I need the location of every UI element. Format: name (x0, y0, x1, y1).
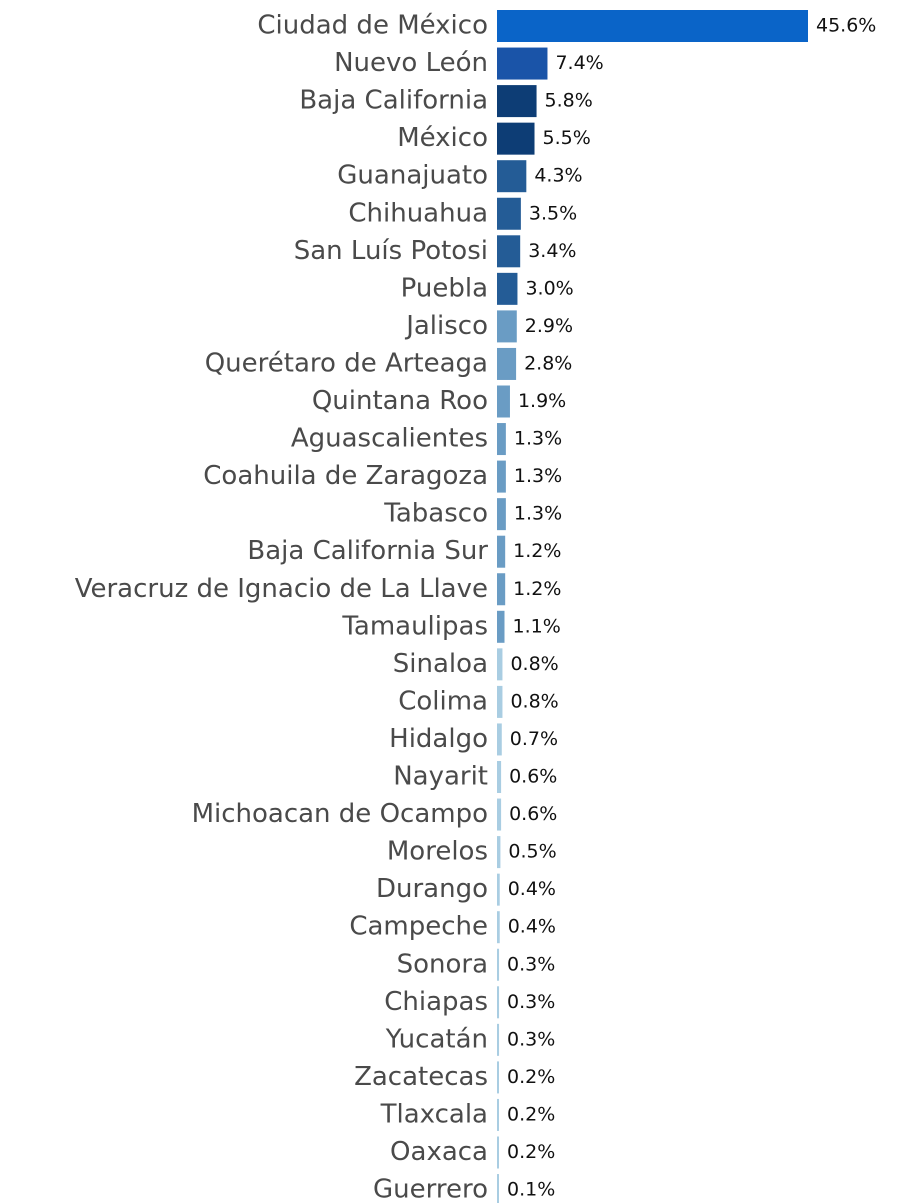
value-label: 1.3% (514, 503, 562, 525)
category-label: Chihuahua (348, 198, 488, 228)
value-label: 0.4% (508, 916, 556, 938)
category-label: Baja California (299, 86, 488, 116)
bar (497, 1174, 499, 1203)
value-label: 1.2% (513, 578, 561, 600)
bar (497, 347, 517, 380)
value-label: 1.9% (518, 390, 566, 412)
category-label: Quintana Roo (312, 386, 488, 416)
bar (497, 235, 521, 268)
value-label: 3.4% (528, 240, 576, 262)
category-label: Coahuila de Zaragoza (203, 461, 488, 491)
category-label: Yucatán (385, 1024, 488, 1054)
value-label: 0.3% (507, 1028, 555, 1050)
value-label: 0.3% (507, 991, 555, 1013)
bar (497, 911, 500, 944)
value-label: 2.8% (524, 352, 572, 374)
bar (497, 385, 510, 418)
category-label: Querétaro de Arteaga (205, 348, 488, 378)
bar (497, 1061, 499, 1094)
bar (497, 761, 502, 793)
category-label: Nayarit (393, 762, 488, 792)
value-label: 1.3% (514, 465, 562, 487)
value-label: 0.6% (509, 766, 557, 788)
bar (497, 948, 500, 981)
bar (497, 836, 501, 869)
value-label: 0.8% (510, 690, 558, 712)
bar (497, 460, 506, 493)
category-label: Tlaxcala (380, 1099, 488, 1129)
category-label: Zacatecas (354, 1062, 488, 1092)
value-label: 5.8% (545, 90, 593, 112)
category-label: Nuevo León (334, 48, 488, 78)
bar (497, 423, 506, 456)
value-label: 1.2% (513, 540, 561, 562)
bar (497, 1136, 499, 1169)
category-label: Baja California Sur (247, 536, 488, 566)
category-label: Tamaulipas (341, 611, 488, 641)
bar (497, 535, 506, 568)
value-label: 0.5% (508, 841, 556, 863)
bar (497, 85, 537, 118)
value-label: 0.8% (510, 653, 558, 675)
value-label: 0.2% (507, 1103, 555, 1125)
bar (497, 1023, 500, 1056)
category-label: Puebla (401, 273, 488, 303)
bar (497, 648, 503, 681)
value-label: 0.2% (507, 1141, 555, 1163)
category-label: Guanajuato (337, 161, 488, 191)
bar (497, 573, 506, 606)
bar (497, 723, 502, 756)
category-label: México (397, 123, 488, 153)
bar (497, 122, 535, 155)
category-label: Chiapas (384, 987, 488, 1017)
bar (497, 272, 518, 305)
category-label: Tabasco (383, 499, 488, 529)
category-label: Hidalgo (389, 724, 488, 754)
bar (497, 873, 500, 906)
value-label: 4.3% (534, 165, 582, 187)
value-label: 2.9% (525, 315, 573, 337)
bar (497, 1098, 499, 1131)
bar (497, 685, 503, 718)
value-label: 0.6% (509, 803, 557, 825)
bar (497, 310, 517, 343)
category-label: Durango (376, 874, 488, 904)
bar (497, 47, 548, 80)
value-label: 5.5% (543, 127, 591, 149)
bar (497, 10, 808, 42)
value-label: 1.1% (513, 615, 561, 637)
bar (497, 197, 521, 230)
category-label: Aguascalientes (291, 424, 488, 454)
value-label: 0.1% (507, 1179, 555, 1201)
bar (497, 498, 506, 531)
value-label: 1.3% (514, 428, 562, 450)
category-label: Oaxaca (390, 1137, 488, 1167)
category-label: San Luís Potosi (294, 236, 488, 266)
value-label: 3.0% (525, 277, 573, 299)
value-label: 45.6% (816, 15, 876, 37)
bar (497, 986, 500, 1019)
value-label: 0.3% (507, 953, 555, 975)
value-label: 7.4% (555, 52, 603, 74)
value-label: 3.5% (529, 202, 577, 224)
category-label: Jalisco (404, 311, 488, 341)
value-label: 0.2% (507, 1066, 555, 1088)
category-label: Sonora (397, 949, 488, 979)
category-label: Morelos (387, 837, 488, 867)
bar (497, 798, 502, 831)
category-label: Sinaloa (393, 649, 488, 679)
category-label: Ciudad de México (257, 11, 488, 41)
value-label: 0.7% (510, 728, 558, 750)
category-label: Michoacan de Ocampo (192, 799, 488, 829)
category-label: Campeche (349, 912, 488, 942)
category-label: Veracruz de Ignacio de La Llave (75, 574, 488, 604)
bar (497, 160, 527, 193)
category-label: Colima (398, 686, 488, 716)
bar (497, 610, 505, 643)
category-label: Guerrero (373, 1175, 488, 1203)
value-label: 0.4% (508, 878, 556, 900)
